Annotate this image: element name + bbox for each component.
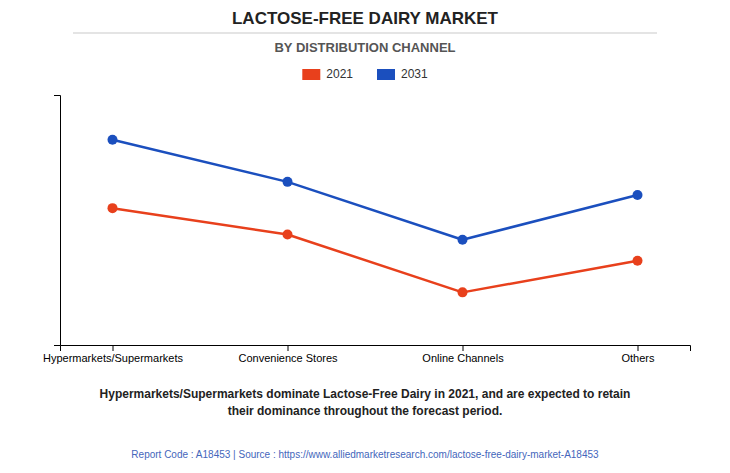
point [283,177,293,187]
legend-label: 2031 [401,67,428,81]
legend-item: 2021 [302,67,353,81]
point [633,256,643,266]
x-axis-line [61,346,691,352]
x-tick-mark [463,345,464,351]
x-axis: Hypermarkets/Supermarkets Convenience Sto… [43,345,691,364]
x-tick: Hypermarkets/Supermarkets [43,345,183,364]
point [283,229,293,239]
legend-swatch [302,69,320,80]
x-tick-label: Convenience Stores [238,352,338,364]
x-tick-label: Hypermarkets/Supermarkets [43,352,183,364]
series-line [113,208,638,292]
annotation: Hypermarkets/Supermarkets dominate Lacto… [100,387,631,418]
x-tick-mark [638,345,639,351]
legend-label: 2021 [326,67,353,81]
title-separator [73,33,657,34]
point [108,135,118,145]
legend-swatch [377,69,395,80]
x-tick: Online Channels [422,345,504,364]
point [458,235,468,245]
point [108,203,118,213]
point [633,190,643,200]
series-line [113,140,638,240]
point [458,287,468,297]
x-tick-label: Online Channels [422,352,504,364]
x-tick-mark [288,345,289,351]
legend-item: 2031 [377,67,428,81]
x-tick-mark [113,345,114,351]
footer: Report Code : A18453 | Source : https://… [131,449,599,460]
subtitle: BY DISTRIBUTION CHANNEL [274,40,455,55]
y-axis [54,96,61,346]
chart: LACTOSE-FREE DAIRY MARKET BY DISTRIBUTION… [0,0,730,473]
plot: Hypermarkets/Supermarkets Convenience Sto… [43,96,691,364]
x-tick-label: Others [621,352,655,364]
x-tick: Convenience Stores [238,345,338,364]
y-axis-line [54,96,61,346]
marks [108,135,643,298]
x-tick: Others [621,345,655,364]
legend: 2021 2031 [302,67,428,81]
title: LACTOSE-FREE DAIRY MARKET [232,9,499,28]
